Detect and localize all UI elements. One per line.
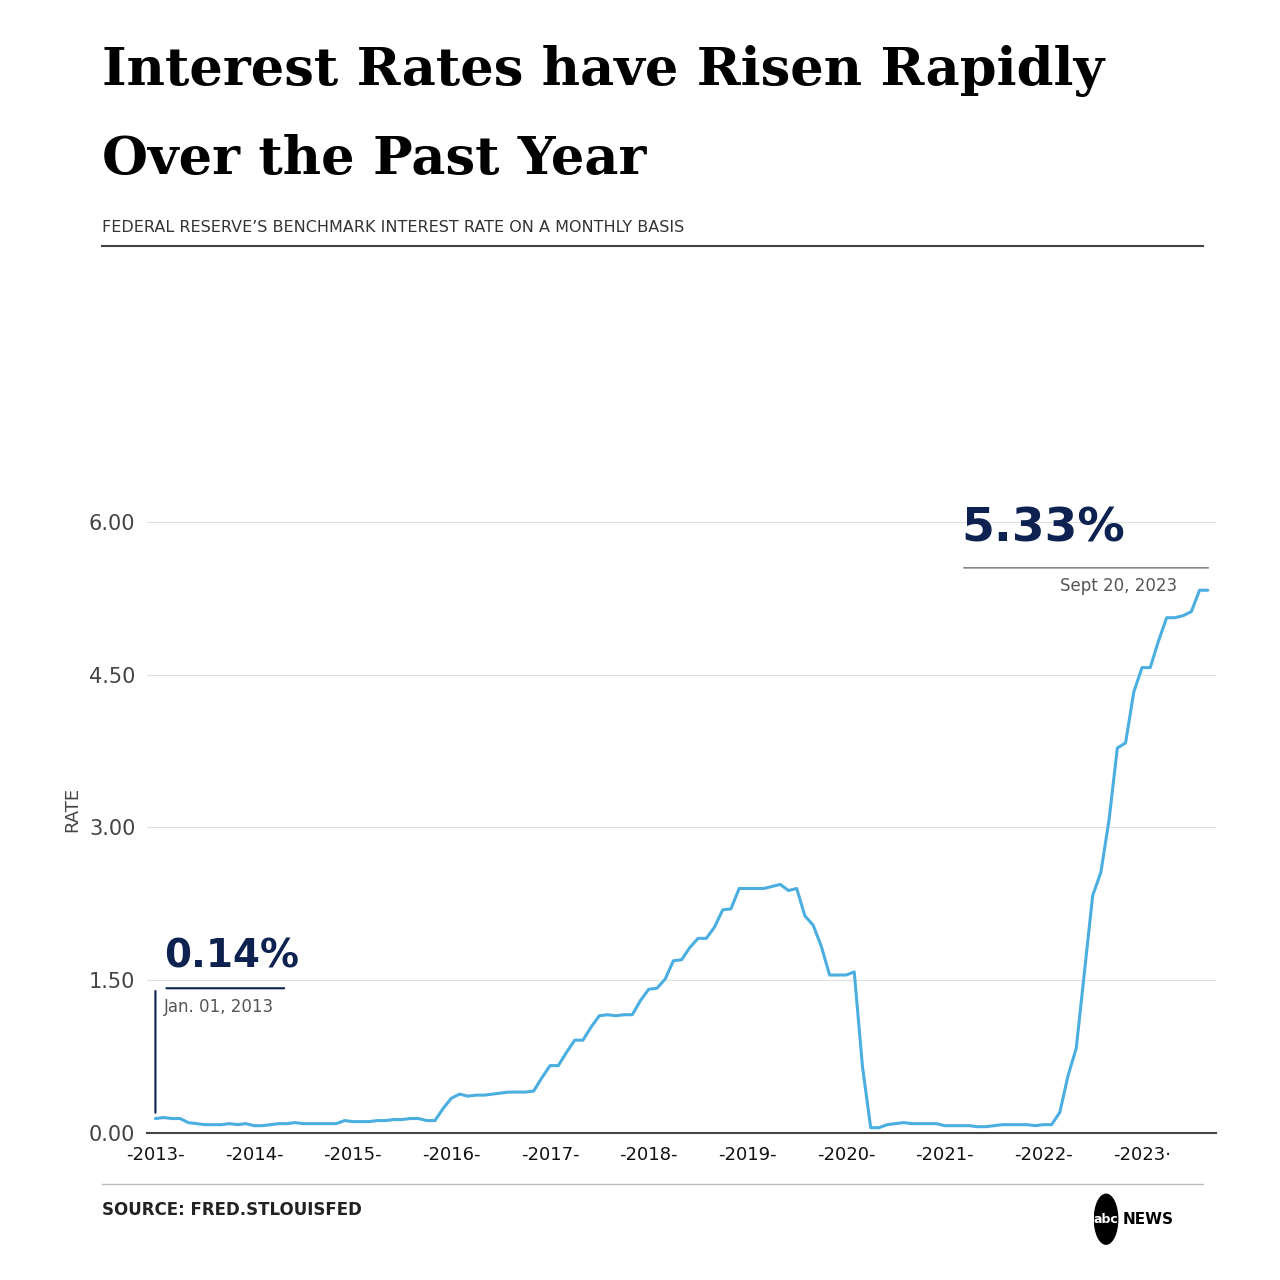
Text: 5.33%: 5.33%	[961, 507, 1125, 552]
Text: NEWS: NEWS	[1123, 1212, 1174, 1226]
Text: abc: abc	[1093, 1212, 1119, 1226]
Text: Sept 20, 2023: Sept 20, 2023	[1060, 577, 1176, 595]
Circle shape	[1094, 1194, 1117, 1244]
Text: SOURCE: FRED.STLOUISFED: SOURCE: FRED.STLOUISFED	[102, 1201, 362, 1219]
Text: Over the Past Year: Over the Past Year	[102, 134, 646, 186]
Y-axis label: RATE: RATE	[63, 787, 81, 832]
Text: FEDERAL RESERVE’S BENCHMARK INTEREST RATE ON A MONTHLY BASIS: FEDERAL RESERVE’S BENCHMARK INTEREST RAT…	[102, 220, 685, 236]
Text: Jan. 01, 2013: Jan. 01, 2013	[164, 997, 274, 1016]
Text: 0.14%: 0.14%	[164, 937, 298, 975]
Text: Interest Rates have Risen Rapidly: Interest Rates have Risen Rapidly	[102, 45, 1105, 97]
